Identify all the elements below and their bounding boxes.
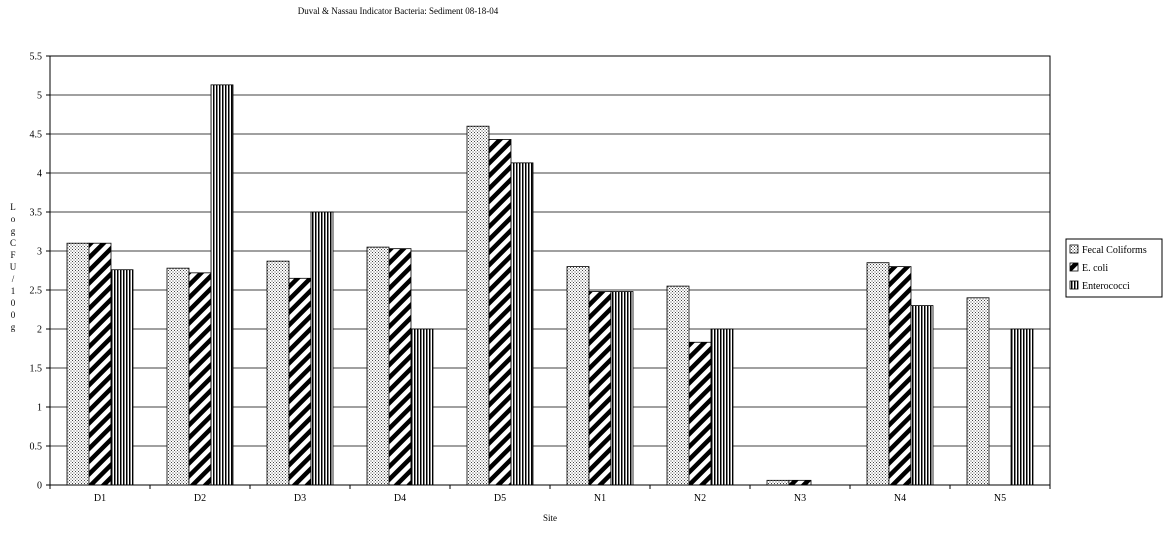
y-tick-label: 4.5 [30, 130, 43, 141]
chart-title: Duval & Nassau Indicator Bacteria: Sedim… [298, 6, 499, 16]
y-tick-label: 5.5 [30, 52, 43, 63]
y-tick-label: 2.5 [30, 286, 43, 297]
bar-N2-1 [666, 285, 690, 486]
legend-swatch [1069, 262, 1079, 272]
x-tick-label: D1 [94, 493, 106, 504]
legend: Fecal Coliforms E. coli Enterococci [1065, 238, 1163, 298]
legend-swatch [1069, 280, 1079, 290]
bar-N5-1 [966, 297, 990, 486]
legend-label: Enterococci [1082, 281, 1130, 292]
y-tick-label: 5 [37, 91, 42, 102]
bar-D3-1 [266, 260, 290, 486]
x-tick-label: N2 [694, 493, 706, 504]
x-tick-label: D3 [294, 493, 306, 504]
bar-D2-3 [210, 84, 234, 486]
y-tick-label: 3 [37, 247, 42, 258]
bar-D2-2 [188, 272, 212, 486]
bar-N1-2 [588, 291, 612, 486]
bar-D2-1 [166, 267, 190, 486]
bar-N1-1 [566, 266, 590, 486]
bar-N4-3 [910, 305, 934, 486]
bar-N1-3 [610, 291, 634, 486]
legend-label: Fecal Coliforms [1082, 245, 1147, 256]
x-tick-label: D2 [194, 493, 206, 504]
bar-D1-3 [110, 269, 134, 486]
y-tick-label: 0.5 [30, 442, 43, 453]
bar-D5-2 [488, 139, 512, 486]
bar-N4-1 [866, 262, 890, 486]
x-axis-label: Site [543, 513, 557, 523]
bars [66, 84, 1034, 486]
legend-label: E. coli [1082, 263, 1108, 274]
bar-D3-2 [288, 277, 312, 486]
bar-N2-3 [710, 328, 734, 486]
bar-D5-3 [510, 162, 534, 486]
x-tick-label: N4 [894, 493, 906, 504]
bar-N3-2 [788, 479, 812, 486]
bar-N5-3 [1010, 328, 1034, 486]
x-tick-label: D5 [494, 493, 506, 504]
bar-D3-3 [310, 211, 334, 486]
x-axis-ticks: D1 D2 D3 D4 D5 N1 N2 N3 N4 N5 [49, 485, 1051, 504]
legend-swatch [1069, 244, 1079, 254]
y-axis-ticks: 0 0.5 1 1.5 2 2.5 3 3.5 4 4.5 5 5.5 [30, 52, 50, 492]
x-tick-label: N5 [994, 493, 1006, 504]
x-tick-label: N3 [794, 493, 806, 504]
y-tick-label: 1.5 [30, 364, 43, 375]
bar-D4-2 [388, 248, 412, 486]
y-tick-label: 3.5 [30, 208, 43, 219]
bar-N2-2 [688, 341, 712, 486]
y-tick-label: 4 [37, 169, 42, 180]
legend-box [1065, 238, 1163, 298]
y-tick-label: 1 [37, 403, 42, 414]
bar-D1-2 [88, 242, 112, 486]
y-tick-label: 2 [37, 325, 42, 336]
bar-D1-1 [66, 242, 90, 486]
bar-N3-1 [766, 479, 790, 486]
x-tick-label: N1 [594, 493, 606, 504]
y-tick-label: 0 [37, 481, 42, 492]
bar-D4-3 [410, 328, 434, 486]
plot-area-border [49, 55, 1051, 486]
bar-D4-1 [366, 246, 390, 486]
bar-D5-1 [466, 125, 490, 486]
bar-N4-2 [888, 266, 912, 486]
x-tick-label: D4 [394, 493, 406, 504]
